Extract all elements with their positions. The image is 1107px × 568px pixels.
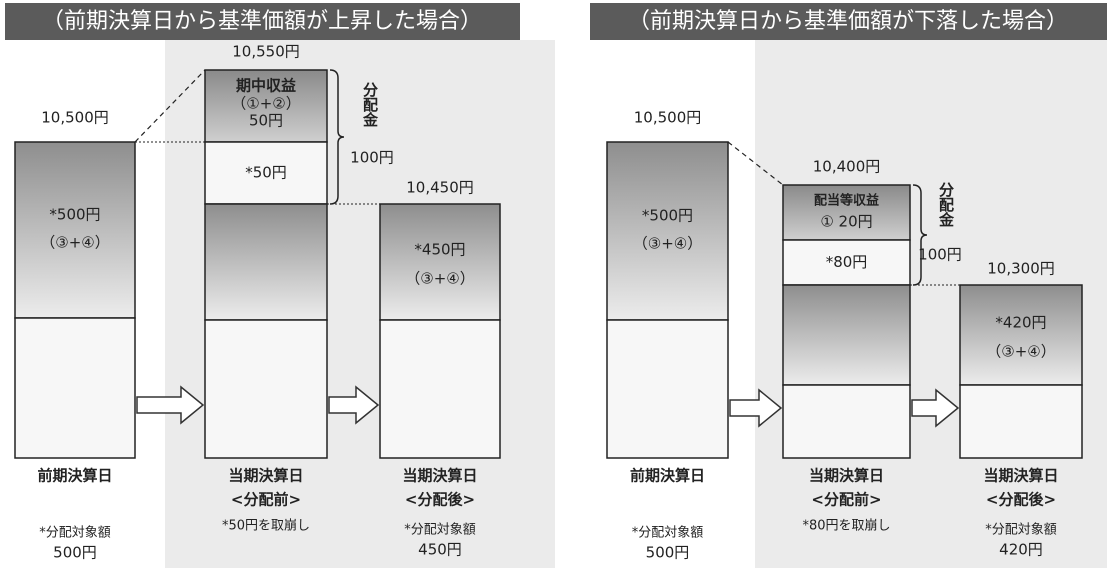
label: *分配対象額: [985, 523, 1057, 538]
label: *450円: [414, 241, 465, 259]
arrow: [328, 385, 380, 425]
bar-segment: [204, 319, 328, 459]
bar-segment: [782, 284, 911, 386]
label: 前期決算日: [37, 467, 112, 485]
label: 当期決算日: [809, 467, 884, 485]
label: *80円: [826, 253, 868, 271]
label: 10,500円: [634, 109, 702, 127]
label: *80円を取崩し: [802, 519, 890, 534]
distribution-label: 分配金: [937, 182, 955, 227]
bar-segment: [782, 239, 911, 286]
label: <分配後>: [986, 491, 1056, 509]
label: （③+④）: [986, 343, 1055, 361]
label: 10,300円: [987, 260, 1055, 278]
header: （前期決算日から基準価額が下落した場合）: [628, 9, 1068, 34]
label: *50円: [245, 164, 287, 182]
bar-segment: [14, 141, 136, 319]
label: <分配後>: [405, 491, 475, 509]
label: 当期決算日: [983, 467, 1058, 485]
bar-segment: [959, 384, 1083, 459]
label: 420円: [999, 541, 1043, 559]
header-bg: [590, 3, 1107, 40]
bar-segment: [782, 184, 911, 241]
dashed-connector: [134, 69, 206, 143]
bar-segment: [14, 317, 136, 459]
label: 50円: [249, 112, 283, 130]
bar-segment: [782, 384, 911, 459]
label: 100円: [918, 246, 962, 264]
label: （①+②）: [231, 95, 300, 113]
label: 500円: [53, 544, 97, 562]
brace: [329, 69, 345, 205]
header-bg: [5, 3, 520, 40]
label: ① 20円: [820, 213, 872, 231]
bar-segment: [379, 319, 501, 459]
brace: [912, 184, 928, 286]
bar-segment: [204, 141, 328, 205]
label: <分配前>: [811, 491, 881, 509]
label: *分配対象額: [632, 526, 704, 541]
label: <分配前>: [231, 491, 301, 509]
label: 前期決算日: [630, 467, 705, 485]
label: 当期決算日: [402, 467, 477, 485]
label: 期中収益: [236, 77, 296, 95]
label: *500円: [49, 206, 100, 224]
bar-segment: [204, 69, 328, 143]
dashed-connector: [727, 141, 784, 186]
label: 10,550円: [232, 43, 300, 61]
arrow: [911, 388, 960, 428]
arrow: [136, 385, 205, 425]
bar-segment: [959, 284, 1083, 386]
label: *50円を取崩し: [222, 519, 310, 534]
label: 100円: [350, 149, 394, 167]
arrow: [729, 388, 783, 428]
label: 10,500円: [41, 109, 109, 127]
bar-segment: [379, 203, 501, 321]
label: 450円: [418, 541, 462, 559]
label: *420円: [995, 314, 1046, 332]
header: （前期決算日から基準価額が上昇した場合）: [42, 9, 482, 34]
label: （③+④）: [633, 235, 702, 253]
distribution-label: 分配金: [361, 82, 379, 127]
bar-segment: [204, 203, 328, 321]
label: 10,450円: [406, 179, 474, 197]
label: 配当等収益: [814, 193, 879, 209]
bar-segment: [606, 141, 729, 321]
label: *分配対象額: [404, 523, 476, 538]
label: （③+④）: [405, 270, 474, 288]
label: 当期決算日: [228, 467, 303, 485]
label: *分配対象額: [39, 526, 111, 541]
bar-segment: [606, 319, 729, 459]
label: 500円: [646, 544, 690, 562]
label: *500円: [642, 207, 693, 225]
label: 10,400円: [813, 158, 881, 176]
label: （③+④）: [40, 234, 109, 252]
